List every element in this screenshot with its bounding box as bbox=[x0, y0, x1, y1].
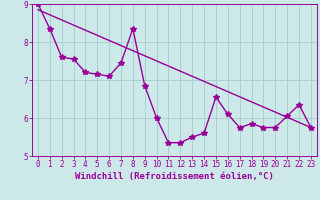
X-axis label: Windchill (Refroidissement éolien,°C): Windchill (Refroidissement éolien,°C) bbox=[75, 172, 274, 181]
